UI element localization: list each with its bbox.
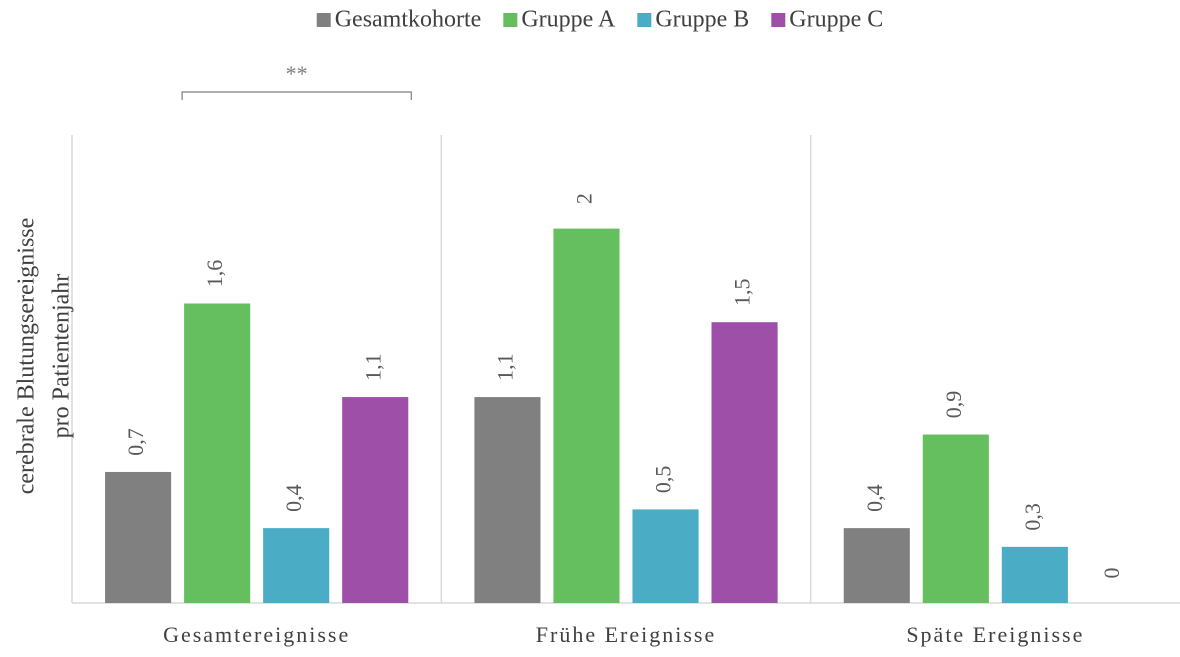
value-label: 1,1	[360, 353, 385, 381]
legend-swatch	[503, 13, 518, 27]
value-label: 0,9	[941, 391, 966, 419]
value-label: 0	[1099, 568, 1124, 579]
bar	[184, 303, 251, 603]
x-tick-label: Späte Ereignisse	[906, 622, 1084, 647]
legend-label: Gruppe C	[789, 7, 883, 33]
bar	[632, 509, 699, 603]
bar	[105, 471, 172, 603]
bar	[342, 397, 409, 603]
y-axis-label: pro Patientenjahr	[49, 274, 75, 439]
value-label: 2	[572, 193, 597, 204]
annotation: **	[286, 61, 308, 86]
legend-label: Gesamtkohorte	[335, 7, 482, 33]
legend-label: Gruppe A	[521, 7, 616, 33]
bar	[474, 397, 541, 603]
y-axis-label: cerebrale Blutungsereignisse	[14, 218, 40, 495]
bar	[922, 434, 989, 603]
x-tick-label: Frühe Ereignisse	[536, 622, 716, 647]
value-label: 1,5	[730, 278, 755, 306]
legend-swatch	[316, 13, 331, 27]
value-label: 0,4	[281, 484, 306, 512]
bar	[843, 528, 910, 603]
value-label: 0,5	[651, 466, 676, 494]
value-label: 1,6	[202, 260, 227, 288]
bar	[263, 528, 330, 603]
bar	[553, 228, 620, 603]
value-label: 0,4	[862, 484, 887, 512]
value-label: 1,1	[492, 353, 517, 381]
value-label: 0,7	[123, 428, 148, 456]
x-tick-label: Gesamtereignisse	[163, 622, 350, 647]
legend-swatch	[771, 13, 786, 27]
significance-bracket	[181, 91, 412, 100]
bar	[711, 322, 778, 603]
value-label: 0,3	[1020, 503, 1045, 531]
bar	[1001, 546, 1068, 603]
legend-label: Gruppe B	[655, 7, 749, 33]
legend-swatch	[637, 13, 652, 27]
